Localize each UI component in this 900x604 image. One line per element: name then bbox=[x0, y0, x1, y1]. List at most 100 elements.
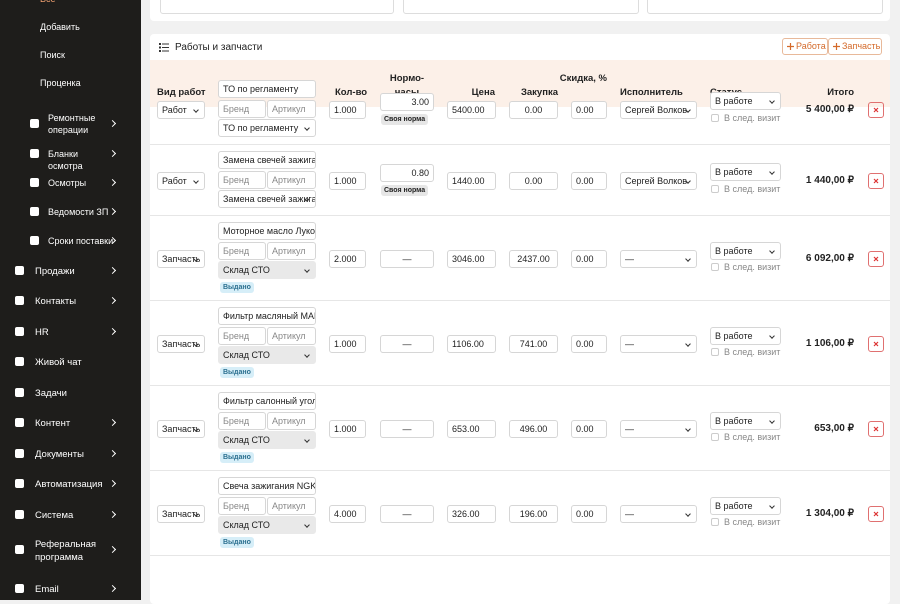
add-part-button[interactable]: Запчасть bbox=[828, 38, 882, 55]
purchase-input[interactable]: 2437.00 bbox=[509, 249, 558, 268]
name-input[interactable]: Фильтр масляный MANN bbox=[218, 307, 316, 325]
hours-input[interactable]: — bbox=[380, 334, 434, 353]
purchase-input[interactable]: 496.00 bbox=[509, 419, 558, 438]
section-item[interactable]: Сроки поставки bbox=[48, 236, 114, 246]
checkbox[interactable] bbox=[711, 517, 719, 526]
type-select[interactable]: Запчасть bbox=[157, 504, 205, 523]
article-input[interactable]: Артикул bbox=[267, 100, 316, 118]
menu-item[interactable]: HR bbox=[35, 327, 49, 338]
qty-input[interactable]: 1.000 bbox=[329, 419, 366, 438]
article-input[interactable]: Артикул bbox=[267, 171, 316, 189]
source-select[interactable]: Склад СТО bbox=[218, 346, 316, 364]
source-select[interactable]: ТО по регламенту bbox=[218, 119, 316, 137]
executor-select[interactable]: Сергей Волков bbox=[620, 100, 697, 119]
delete-button[interactable] bbox=[868, 505, 884, 522]
checkbox[interactable] bbox=[711, 184, 719, 193]
delete-button[interactable] bbox=[868, 172, 884, 189]
status-select[interactable]: В работе bbox=[710, 241, 781, 260]
discount-input[interactable]: 0.00 bbox=[571, 504, 607, 523]
article-input[interactable]: Артикул bbox=[267, 412, 316, 430]
executor-select[interactable]: — bbox=[620, 504, 697, 523]
delete-button[interactable] bbox=[868, 101, 884, 118]
type-select[interactable]: Работ bbox=[157, 100, 205, 119]
discount-input[interactable]: 0.00 bbox=[571, 171, 607, 190]
menu-item[interactable]: Автоматизация bbox=[35, 479, 103, 490]
name-input[interactable]: Замена свечей зажигания bbox=[218, 151, 316, 169]
discount-input[interactable]: 0.00 bbox=[571, 334, 607, 353]
price-input[interactable]: 1106.00 bbox=[447, 334, 496, 353]
brand-input[interactable]: Бренд bbox=[218, 497, 266, 515]
status-select[interactable]: В работе bbox=[710, 91, 781, 110]
add-work-button[interactable]: Работа bbox=[782, 38, 828, 55]
purchase-input[interactable]: 196.00 bbox=[509, 504, 558, 523]
hours-input[interactable]: 0.80 bbox=[380, 163, 434, 182]
menu-item[interactable]: Система bbox=[35, 510, 74, 521]
name-input[interactable]: ТО по регламенту bbox=[218, 80, 316, 98]
price-input[interactable]: 653.00 bbox=[447, 419, 496, 438]
status-select[interactable]: В работе bbox=[710, 162, 781, 181]
source-select[interactable]: Склад СТО bbox=[218, 261, 316, 279]
textarea[interactable] bbox=[647, 0, 883, 14]
status-select[interactable]: В работе bbox=[710, 496, 781, 515]
menu-item[interactable]: Задачи bbox=[35, 388, 67, 399]
purchase-input[interactable]: 0.00 bbox=[509, 100, 558, 119]
menu-item[interactable]: Живой чат bbox=[35, 357, 82, 368]
submenu-item[interactable]: Поиск bbox=[40, 50, 65, 60]
purchase-input[interactable]: 741.00 bbox=[509, 334, 558, 353]
delete-button[interactable] bbox=[868, 420, 884, 437]
discount-input[interactable]: 0.00 bbox=[571, 249, 607, 268]
source-select[interactable]: Склад СТО bbox=[218, 431, 316, 449]
submenu-item[interactable]: Все bbox=[40, 0, 56, 4]
price-input[interactable]: 326.00 bbox=[447, 504, 496, 523]
price-input[interactable]: 3046.00 bbox=[447, 249, 496, 268]
price-input[interactable]: 5400.00 bbox=[447, 100, 496, 119]
brand-input[interactable]: Бренд bbox=[218, 171, 266, 189]
status-select[interactable]: В работе bbox=[710, 411, 781, 430]
textarea[interactable] bbox=[160, 0, 394, 14]
brand-input[interactable]: Бренд bbox=[218, 242, 266, 260]
qty-input[interactable]: 4.000 bbox=[329, 504, 366, 523]
qty-input[interactable]: 1.000 bbox=[329, 334, 366, 353]
qty-input[interactable]: 1.000 bbox=[329, 100, 366, 119]
executor-select[interactable]: — bbox=[620, 419, 697, 438]
checkbox[interactable] bbox=[711, 347, 719, 356]
type-select[interactable]: Запчасть bbox=[157, 249, 205, 268]
checkbox[interactable] bbox=[711, 113, 719, 122]
status-select[interactable]: В работе bbox=[710, 326, 781, 345]
article-input[interactable]: Артикул bbox=[267, 327, 316, 345]
article-input[interactable]: Артикул bbox=[267, 242, 316, 260]
textarea[interactable] bbox=[403, 0, 639, 14]
purchase-input[interactable]: 0.00 bbox=[509, 171, 558, 190]
checkbox[interactable] bbox=[711, 262, 719, 271]
executor-select[interactable]: — bbox=[620, 249, 697, 268]
section-item[interactable]: Ведомости ЗП bbox=[48, 207, 109, 217]
hours-input[interactable]: — bbox=[380, 249, 434, 268]
hours-input[interactable]: — bbox=[380, 504, 434, 523]
discount-input[interactable]: 0.00 bbox=[571, 419, 607, 438]
checkbox[interactable] bbox=[711, 432, 719, 441]
type-select[interactable]: Работ bbox=[157, 171, 205, 190]
menu-item[interactable]: Контакты bbox=[35, 296, 77, 307]
section-item[interactable]: Осмотры bbox=[48, 178, 87, 188]
section-item[interactable]: Ремонтные операции bbox=[48, 113, 96, 135]
section-item[interactable]: Бланки осмотра bbox=[48, 149, 83, 171]
delete-button[interactable] bbox=[868, 335, 884, 352]
name-input[interactable]: Свеча зажигания NGK bbox=[218, 477, 316, 495]
discount-input[interactable]: 0.00 bbox=[571, 100, 607, 119]
executor-select[interactable]: Сергей Волков bbox=[620, 171, 697, 190]
type-select[interactable]: Запчасть bbox=[157, 419, 205, 438]
name-input[interactable]: Фильтр салонный угольный bbox=[218, 392, 316, 410]
menu-item[interactable]: Реферальная программа bbox=[35, 539, 97, 563]
hours-input[interactable]: 3.00 bbox=[380, 92, 434, 111]
brand-input[interactable]: Бренд bbox=[218, 412, 266, 430]
article-input[interactable]: Артикул bbox=[267, 497, 316, 515]
source-select[interactable]: Склад СТО bbox=[218, 516, 316, 534]
type-select[interactable]: Запчасть bbox=[157, 334, 205, 353]
submenu-item[interactable]: Добавить bbox=[40, 22, 80, 32]
brand-input[interactable]: Бренд bbox=[218, 100, 266, 118]
hours-input[interactable]: — bbox=[380, 419, 434, 438]
submenu-item[interactable]: Проценка bbox=[40, 78, 81, 88]
price-input[interactable]: 1440.00 bbox=[447, 171, 496, 190]
menu-item[interactable]: Продажи bbox=[35, 266, 75, 277]
menu-item[interactable]: Контент bbox=[35, 418, 71, 429]
